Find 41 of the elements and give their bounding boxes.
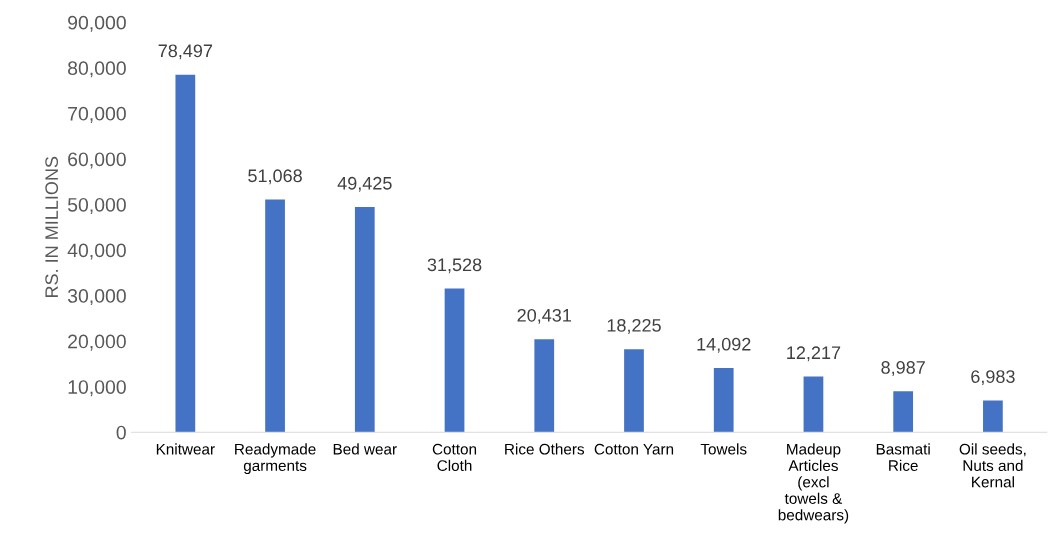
y-tick-label: 0 bbox=[116, 425, 126, 440]
y-tick-label: 10,000 bbox=[68, 380, 126, 397]
data-label: 31,528 bbox=[427, 258, 482, 274]
y-tick-label: 40,000 bbox=[67, 243, 126, 260]
y-tick-label: 90,000 bbox=[68, 15, 126, 32]
x-tick-label: Readymade garments bbox=[235, 443, 316, 475]
data-label: 6,983 bbox=[971, 370, 1015, 386]
x-tick-label: Cotton Yarn bbox=[594, 443, 674, 455]
x-tick-label: Madeup Articles (excl towels & bedwears) bbox=[778, 443, 849, 524]
bar bbox=[803, 376, 824, 433]
y-tick-label: 70,000 bbox=[68, 106, 126, 123]
data-label: 8,987 bbox=[881, 361, 925, 376]
data-label: 78,497 bbox=[158, 44, 213, 60]
bar bbox=[444, 288, 465, 433]
bar bbox=[624, 349, 644, 433]
y-tick-label: 60,000 bbox=[68, 152, 126, 169]
x-tick-label: Knitwear bbox=[156, 443, 215, 455]
bar bbox=[265, 199, 285, 433]
bar bbox=[175, 74, 196, 433]
y-tick-label: 30,000 bbox=[67, 289, 126, 306]
data-label: 20,431 bbox=[517, 308, 571, 324]
x-tick-label: Rice Others bbox=[505, 443, 585, 455]
bar bbox=[713, 368, 734, 433]
data-label: 18,225 bbox=[607, 318, 661, 334]
bar bbox=[983, 400, 1003, 433]
y-tick-label: 50,000 bbox=[67, 197, 126, 215]
data-label: 49,425 bbox=[337, 176, 392, 192]
bar bbox=[893, 391, 914, 433]
x-tick-label: Oil seeds, Nuts and Kernal bbox=[959, 443, 1026, 488]
bar bbox=[354, 207, 375, 433]
y-tick-label: 80,000 bbox=[68, 61, 126, 78]
data-label: 12,217 bbox=[787, 346, 841, 362]
bar bbox=[534, 339, 555, 433]
data-label: 51,068 bbox=[248, 169, 302, 185]
data-label: 14,092 bbox=[697, 337, 751, 353]
y-tick-label: 20,000 bbox=[68, 334, 126, 351]
x-tick-label: Cotton Cloth bbox=[432, 443, 477, 472]
x-tick-label: Bed wear bbox=[333, 443, 397, 455]
y-axis-title: RS. IN MILLIONS bbox=[45, 156, 59, 298]
x-tick-label: Towels bbox=[700, 443, 747, 455]
x-tick-label: Basmati Rice bbox=[876, 443, 930, 472]
